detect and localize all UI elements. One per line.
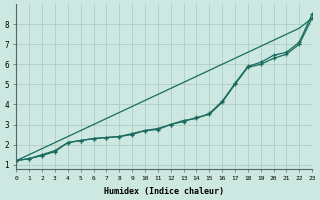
X-axis label: Humidex (Indice chaleur): Humidex (Indice chaleur) (104, 187, 224, 196)
